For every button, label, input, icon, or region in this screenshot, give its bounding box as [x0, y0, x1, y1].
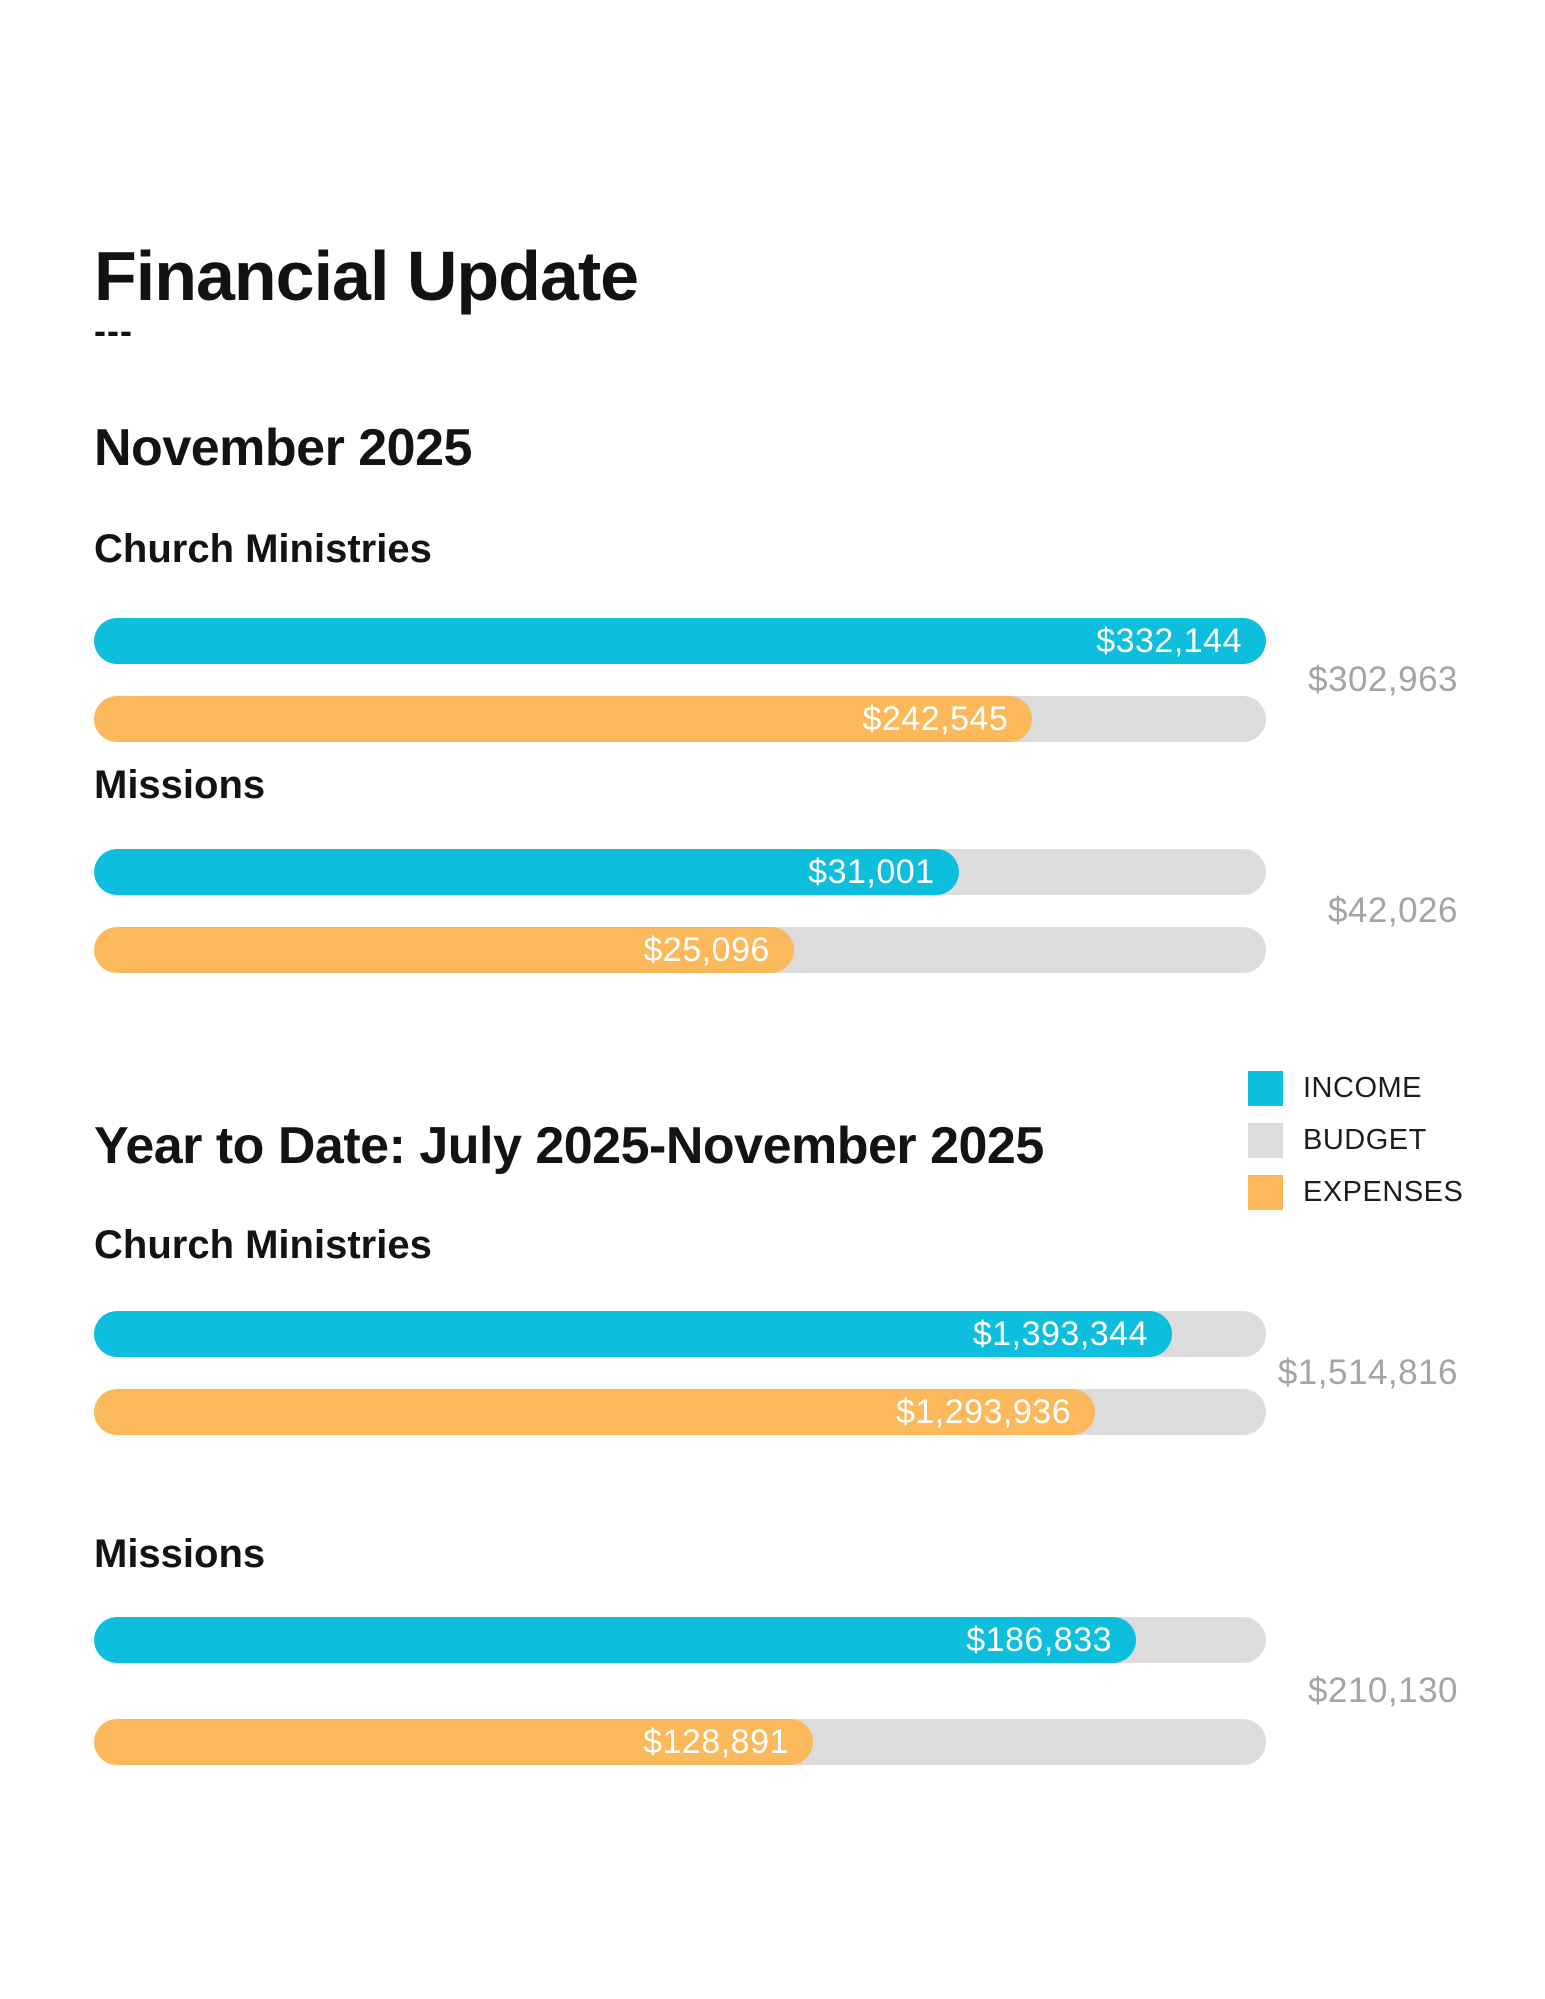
income-bar: $186,833: [94, 1617, 1137, 1664]
expenses-bar: $128,891: [94, 1719, 813, 1766]
legend-label: INCOME: [1303, 1072, 1422, 1104]
group-name-missions-nov: Missions: [94, 763, 266, 808]
income-bar: $332,144: [94, 618, 1266, 665]
budget-track: $1,393,344: [94, 1311, 1266, 1358]
bar-gap: [94, 664, 1266, 696]
income-bar: $31,001: [94, 849, 959, 896]
budget-track: $242,545: [94, 696, 1266, 743]
legend-label: BUDGET: [1303, 1124, 1427, 1156]
income-value-label: $332,144: [1096, 621, 1242, 660]
expenses-bar: $1,293,936: [94, 1389, 1096, 1436]
legend-item-expenses: EXPENSES: [1248, 1175, 1463, 1210]
income-value-label: $31,001: [808, 852, 935, 891]
budget-value-label: $1,514,816: [1277, 1353, 1458, 1393]
bar-group-church-ministries-nov: $332,144 $242,545 $302,963: [94, 618, 1458, 743]
income-bar: $1,393,344: [94, 1311, 1172, 1358]
bar-gap: [94, 895, 1266, 927]
expenses-value-label: $1,293,936: [895, 1392, 1072, 1431]
budget-value-label: $210,130: [1308, 1671, 1458, 1711]
budget-swatch-icon: [1248, 1123, 1283, 1158]
income-value-label: $1,393,344: [972, 1314, 1148, 1353]
expenses-swatch-icon: [1248, 1175, 1283, 1210]
budget-value-label: $302,963: [1308, 660, 1458, 700]
expenses-bar: $242,545: [94, 696, 1033, 743]
budget-track: $128,891: [94, 1719, 1266, 1766]
bar-gap: [94, 1357, 1266, 1389]
expenses-bar: $25,096: [94, 927, 794, 974]
section-title-november: November 2025: [94, 418, 472, 477]
bar-group-church-ministries-ytd: $1,393,344 $1,293,936 $1,514,816: [94, 1311, 1457, 1436]
group-name-church-ministries-ytd: Church Ministries: [94, 1223, 432, 1268]
section-title-year-to-date: Year to Date: July 2025-November 2025: [94, 1117, 1044, 1176]
bar-group-missions-nov: $31,001 $25,096 $42,026: [94, 849, 1457, 974]
budget-value-label: $42,026: [1327, 891, 1458, 931]
legend-label: EXPENSES: [1303, 1176, 1464, 1208]
budget-track: $25,096: [94, 927, 1266, 974]
expenses-value-label: $242,545: [862, 699, 1009, 738]
group-name-missions-ytd: Missions: [94, 1532, 266, 1577]
expenses-value-label: $128,891: [643, 1722, 789, 1761]
bar-group-missions-ytd: $186,833 $128,891 $210,130: [94, 1617, 1458, 1766]
budget-track: $332,144: [94, 618, 1266, 665]
expenses-value-label: $25,096: [643, 930, 770, 969]
legend: INCOME BUDGET EXPENSES: [1248, 1071, 1463, 1227]
group-name-church-ministries-nov: Church Ministries: [94, 527, 432, 572]
legend-item-income: INCOME: [1248, 1071, 1463, 1106]
title-dashes: ---: [94, 309, 133, 351]
budget-track: $31,001: [94, 849, 1266, 896]
legend-item-budget: BUDGET: [1248, 1123, 1463, 1158]
budget-track: $1,293,936: [94, 1389, 1266, 1436]
budget-track: $186,833: [94, 1617, 1266, 1664]
income-value-label: $186,833: [966, 1620, 1113, 1659]
income-swatch-icon: [1248, 1071, 1283, 1106]
bar-gap: [94, 1663, 1266, 1719]
page-title: Financial Update: [94, 237, 639, 315]
